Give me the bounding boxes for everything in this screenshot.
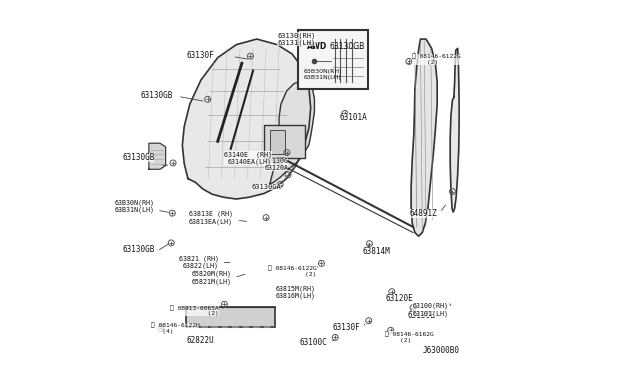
Text: 63130GB: 63130GB (141, 91, 173, 100)
Text: 63130F: 63130F (186, 51, 214, 60)
Bar (298, 30, 369, 89)
Polygon shape (411, 39, 437, 236)
Bar (270, 130, 285, 154)
Text: 63813E (RH)
63813EA(LH): 63813E (RH) 63813EA(LH) (189, 211, 232, 225)
Text: 63130GA: 63130GA (251, 184, 281, 190)
Text: 64891Z: 64891Z (410, 209, 437, 218)
Text: 63101A: 63101A (340, 113, 367, 122)
Text: J63000B0: J63000B0 (422, 346, 460, 355)
Text: 63100(RH)
63101(LH): 63100(RH) 63101(LH) (412, 302, 449, 317)
Text: 63130GB: 63130GB (122, 153, 154, 162)
Polygon shape (270, 80, 314, 184)
Text: 63B30N(RH)
63B31N(LH): 63B30N(RH) 63B31N(LH) (115, 199, 154, 214)
Text: 62822U: 62822U (187, 336, 214, 344)
Text: AWD: AWD (307, 42, 327, 51)
Text: 63130(RH)
63131(LH): 63130(RH) 63131(LH) (277, 32, 316, 46)
Text: 63130GB: 63130GB (330, 42, 365, 51)
Bar (186, 307, 275, 327)
Polygon shape (450, 48, 459, 212)
Text: 63130E: 63130E (408, 311, 436, 320)
Text: Ⓢ 08146-6122H
   (4): Ⓢ 08146-6122H (4) (151, 323, 200, 334)
Text: 63815M(RH)
63816M(LH): 63815M(RH) 63816M(LH) (276, 285, 316, 299)
Text: 63120E: 63120E (385, 294, 413, 303)
Text: 63B31N(LH): 63B31N(LH) (303, 75, 341, 80)
Text: Ⓑ 08146-6122G
    (2): Ⓑ 08146-6122G (2) (268, 265, 316, 276)
Bar (264, 125, 305, 158)
Text: 63130GB: 63130GB (122, 245, 154, 254)
Text: 63130G
63120A: 63130G 63120A (264, 158, 289, 171)
Text: 63821 (RH)
63822(LH): 63821 (RH) 63822(LH) (179, 255, 219, 269)
Polygon shape (149, 143, 166, 169)
Text: 63B30N(RH): 63B30N(RH) (303, 70, 342, 74)
Text: 63130F: 63130F (332, 323, 360, 332)
Text: Ⓑ 08146-6162G
    (2): Ⓑ 08146-6162G (2) (385, 331, 434, 343)
Polygon shape (182, 39, 310, 199)
Text: 63140E  (RH)
63140EA(LH): 63140E (RH) 63140EA(LH) (223, 151, 271, 166)
Text: Ⓑ 08146-6122G
    (2): Ⓑ 08146-6122G (2) (412, 54, 461, 65)
Text: 63814M: 63814M (362, 247, 390, 256)
Text: 63100C: 63100C (300, 339, 328, 347)
Text: 65820M(RH)
65821M(LH): 65820M(RH) 65821M(LH) (191, 270, 232, 285)
Text: Ⓝ 0B913-6065A
  (2): Ⓝ 0B913-6065A (2) (170, 305, 219, 316)
